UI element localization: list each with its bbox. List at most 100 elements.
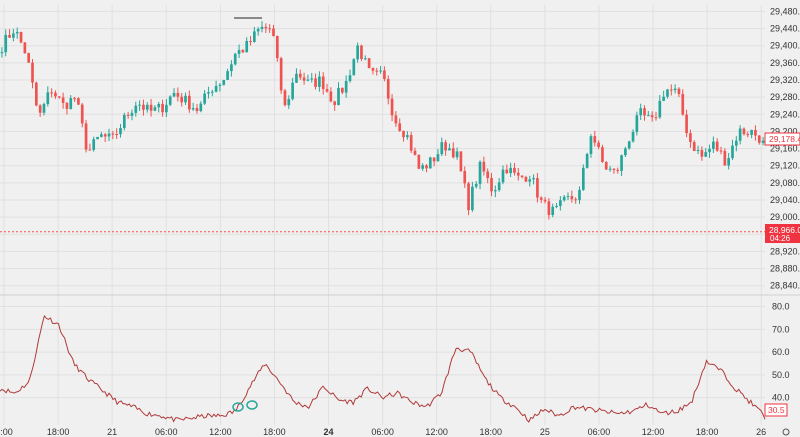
candle-body [54,92,57,97]
price-tick-label: 28,880.0 [770,264,800,274]
candle-body [50,92,53,94]
candle-body [559,200,562,206]
price-tick-label: 28,920.0 [770,246,800,256]
price-tick-label: 29,280.0 [770,92,800,102]
candle-body [585,154,589,168]
candle-body [245,41,249,53]
eye-shape-left[interactable] [232,402,244,412]
candle-body [371,68,375,71]
time-tick-label: 12:00 [425,427,448,437]
candle-body [333,101,337,106]
countdown-label: 04:26 [770,234,791,243]
candle-body [12,33,15,38]
candle-body [616,169,620,171]
time-tick-label: 06:00 [371,427,394,437]
candle-body [513,167,516,173]
candle-body [344,81,348,93]
candle-body [761,140,765,143]
candle-body [601,147,604,163]
candle-body [23,42,27,54]
candle-body [337,87,340,106]
candle-body [352,59,356,76]
candle-body [111,133,115,135]
candle-body [230,64,233,72]
candle-body [0,52,4,54]
candle-body [409,135,413,151]
candle-body [562,196,566,201]
candle-body [509,167,512,174]
candle-body [57,96,61,98]
candle-body [145,104,149,110]
drawing-annotations[interactable] [232,17,262,412]
indicator-tick-label: 60.0 [772,347,790,357]
candle-body [61,97,65,103]
candle-body [658,100,662,118]
candle-body [283,90,287,106]
candle-body [46,92,50,105]
candle-body [149,104,153,111]
price-badge-bg [765,224,800,243]
candle-body [379,70,382,72]
candle-body [375,70,379,72]
candle-body [172,92,176,97]
candle-body [15,31,19,34]
price-tick-label: 29,320.0 [770,75,800,85]
time-axis[interactable]: 2:00 18:00 21 06:00 12:00 18:00 24 06:00 12:00 18… [0,427,766,437]
settings-icon[interactable] [782,428,790,436]
candle-body [593,136,597,143]
candle-body [394,115,398,124]
candle-body [302,77,306,81]
candle-body [677,88,681,94]
candle-body [100,134,103,137]
candle-body [260,26,264,29]
candle-body [233,53,237,65]
candle-body [195,108,199,112]
candle-body [207,92,210,94]
candle-body [153,107,157,111]
time-tick-label: 25 [540,427,550,437]
candle-body [631,131,635,142]
candle-body [31,62,34,83]
time-tick-label: 18:00 [47,427,70,437]
time-tick-label: 21 [107,427,117,437]
candle-body [298,73,302,78]
candle-body [398,123,402,131]
candle-body [646,115,650,117]
candle-body [471,186,474,211]
candle-body [295,73,298,83]
price-axis[interactable]: 29,480.0 29,440.0 29,400.0 29,360.0 29,320.0… [770,6,800,290]
candle-body [516,172,520,176]
last-price-badge: 29,178.4 [764,132,800,146]
candle-body [115,133,119,135]
candle-body [727,158,731,166]
last-price-badge-bg [764,132,800,146]
candle-body [604,162,608,170]
candle-body [685,114,688,134]
candle-body [264,26,268,29]
candle-body [692,142,696,152]
eye-shape-right[interactable] [246,400,258,410]
candle-body [272,28,275,36]
candle-body [69,98,73,109]
candle-body [738,128,742,141]
indicator-axis[interactable]: 80.0 70.0 60.0 50.0 40.0 [772,302,790,403]
candle-body [390,98,394,116]
candle-body [253,31,256,42]
candle-body [103,134,107,137]
candle-body [734,140,738,146]
candle-body [669,89,673,91]
candle-body [425,165,428,169]
indicator-tick-label: 80.0 [772,302,790,312]
candles[interactable] [0,21,765,220]
candle-body [130,112,134,116]
candle-body [96,136,99,140]
candle-body [700,149,704,157]
candle-body [650,115,654,118]
candle-body [497,182,501,191]
candle-body [356,45,359,60]
candle-body [708,148,711,153]
time-tick-label: 06:00 [155,427,178,437]
candle-body [203,93,206,104]
candle-body [214,85,218,92]
time-tick-label: 12:00 [209,427,232,437]
